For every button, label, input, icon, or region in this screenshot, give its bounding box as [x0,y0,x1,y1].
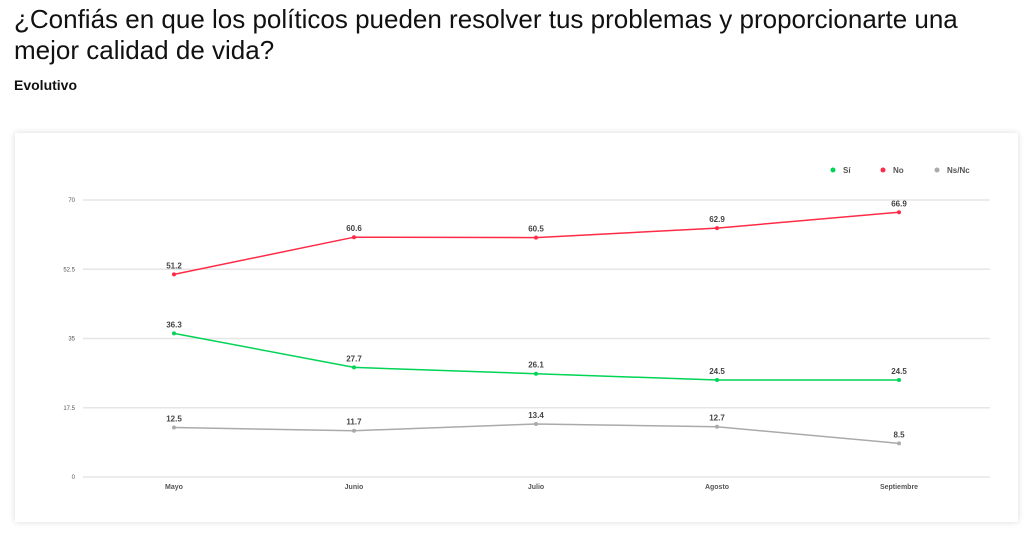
x-tick-label: Agosto [705,484,729,491]
data-point [715,424,719,429]
data-label: 8.5 [893,430,905,439]
data-label: 51.2 [166,261,182,270]
legend-label: Ns/Nc [947,166,970,175]
legend-marker [830,167,836,173]
series-line [173,423,900,445]
data-label: 12.5 [166,415,182,424]
data-label: 24.5 [709,367,725,376]
page-subtitle: Evolutivo [14,77,78,93]
data-label: 36.3 [166,320,182,329]
y-tick-label: 0 [72,475,76,481]
data-point [897,441,901,446]
data-label: 26.1 [528,361,544,370]
x-tick-label: Mayo [165,484,183,491]
data-point [172,331,176,336]
data-label: 11.7 [346,418,362,427]
data-label: 60.5 [528,225,544,234]
data-point [897,210,901,215]
data-label: 13.4 [528,411,544,420]
data-point [172,425,176,430]
data-point [352,428,356,433]
data-label: 62.9 [709,215,725,224]
data-point [352,235,356,240]
legend-label: Sí [843,166,851,175]
x-tick-label: Julio [528,484,544,491]
data-point [534,371,538,376]
y-tick-label: 70 [68,198,75,204]
data-point [897,378,901,383]
line-chart: 0 17.5 35 52.5 70 Mayo Junio Julio Agosto Septiem… [63,166,990,491]
y-tick-label: 35 [68,337,75,343]
data-point [534,235,538,240]
x-tick-label: Septiembre [880,484,918,491]
data-point [534,421,538,426]
series-line [173,211,900,276]
data-point [715,226,719,231]
data-point [715,378,719,383]
legend-marker [934,167,940,173]
y-tick-label: 52.5 [63,267,75,273]
page-title: ¿Confiás en que los políticos pueden res… [14,4,958,65]
data-point [352,365,356,370]
chart-card: 0 17.5 35 52.5 70 Mayo Junio Julio Agosto Septiem… [15,133,1018,522]
data-label: 66.9 [891,199,907,208]
legend-label: No [893,166,904,175]
y-tick-label: 17.5 [63,406,75,412]
data-label: 24.5 [891,367,907,376]
data-label: 27.7 [346,354,362,363]
data-label: 60.6 [346,224,362,233]
data-label: 12.7 [709,414,725,423]
x-tick-label: Junio [345,484,364,491]
legend-marker [880,167,886,173]
data-point [172,272,176,277]
